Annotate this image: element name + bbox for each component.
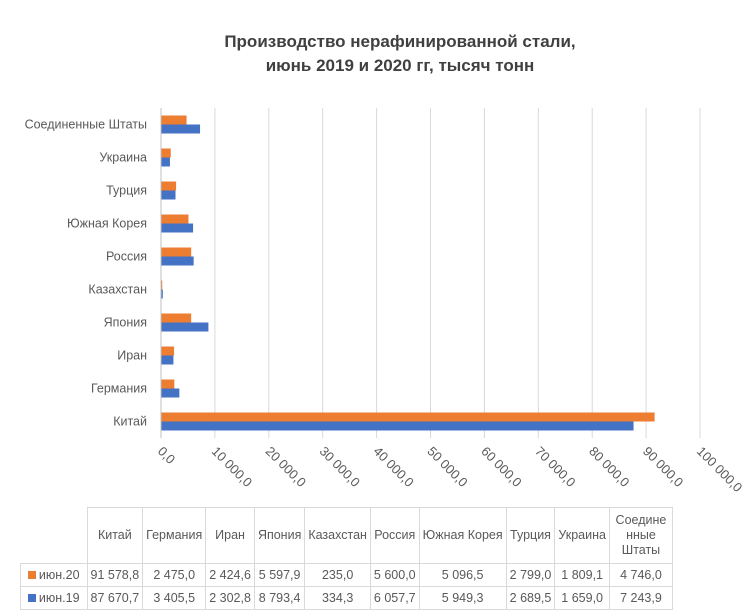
bar-jun20	[161, 148, 171, 158]
table-header-cell: Соедине нные Штаты	[608, 507, 673, 564]
legend-entry: июн.19	[20, 586, 88, 610]
series-name: июн.19	[38, 591, 80, 605]
bar-jun20	[161, 379, 175, 389]
bar-jun19	[161, 355, 174, 365]
bar-jun20	[161, 346, 175, 356]
table-value-cell: 5 096,5	[418, 563, 507, 587]
bar-jun19	[161, 124, 201, 134]
bar-jun19	[161, 388, 180, 398]
table-value-cell: 334,3	[304, 586, 371, 610]
x-tick-label: 20 000,0	[263, 444, 309, 490]
bar-jun19	[161, 223, 194, 233]
bar-jun20	[161, 313, 192, 323]
x-tick-label: 50 000,0	[424, 444, 470, 490]
table-value-cell: 2 689,5	[505, 586, 556, 610]
bar-jun19	[161, 256, 194, 266]
bar-jun19	[161, 157, 170, 167]
table-header-cell: Германия	[142, 507, 207, 564]
table-row: июн.20 91 578,8 2 475,0 2 424,6 5 597,9 235,0…	[20, 563, 673, 587]
x-tick-label: 80 000,0	[586, 444, 632, 490]
y-category-label: Украина	[99, 151, 147, 165]
bar-jun20	[161, 181, 177, 191]
bar-jun19	[161, 190, 176, 200]
table-value-cell: 4 746,0	[608, 563, 673, 587]
x-tick-label: 40 000,0	[370, 444, 416, 490]
y-category-label: Япония	[104, 316, 147, 330]
x-tick-label: 70 000,0	[532, 444, 578, 490]
x-tick-label: 30 000,0	[317, 444, 363, 490]
table-value-cell: 3 405,5	[142, 586, 207, 610]
table-header-cell: Турция	[505, 507, 556, 564]
table-value-cell: 2 799,0	[505, 563, 556, 587]
table-value-cell: 1 659,0	[554, 586, 610, 610]
title-line-1: Производство нерафинированной стали,	[224, 32, 576, 51]
title-line-2: июнь 2019 и 2020 гг, тысяч тонн	[265, 56, 535, 75]
y-category-label: Соединенные Штаты	[25, 118, 147, 132]
table-value-cell: 235,0	[304, 563, 371, 587]
x-tick-label: 90 000,0	[640, 444, 686, 490]
table-header-cell: Украина	[554, 507, 610, 564]
legend-swatch	[27, 594, 36, 602]
table-value-cell: 87 670,7	[86, 586, 144, 610]
x-tick-label: 0,0	[155, 444, 178, 467]
bar-jun19	[161, 421, 634, 431]
chart-title: Производство нерафинированной стали, июн…	[200, 30, 600, 78]
bar-jun20	[161, 214, 189, 224]
bar-jun20	[161, 247, 192, 257]
x-tick-label: 60 000,0	[478, 444, 524, 490]
series-name: июн.20	[38, 568, 80, 582]
plot-area: 0,0 10 000,0 20 000,0 30 000,0 40 000,0 50 00…	[25, 108, 746, 496]
table-header-cell: Китай	[86, 507, 144, 564]
y-category-label: Германия	[91, 382, 147, 396]
y-category-label: Казахстан	[88, 283, 147, 297]
legend-swatch	[27, 571, 36, 579]
table-value-cell: 1 809,1	[554, 563, 610, 587]
table-value-cell: 6 057,7	[369, 586, 420, 610]
x-tick-label: 100 000,0	[694, 444, 746, 496]
y-category-label: Россия	[106, 250, 147, 264]
table-value-cell: 5 949,3	[418, 586, 507, 610]
y-category-label: Китай	[113, 415, 147, 429]
table-value-cell: 91 578,8	[86, 563, 144, 587]
table-value-cell: 5 600,0	[369, 563, 420, 587]
table-header-cell: Япония	[253, 507, 306, 564]
table-value-cell: 2 424,6	[205, 563, 255, 587]
table-value-cell: 2 302,8	[205, 586, 255, 610]
table-header-cell: Россия	[369, 507, 420, 564]
y-category-label: Иран	[117, 349, 147, 363]
bar-jun20	[161, 115, 187, 125]
bar-jun20	[161, 412, 655, 422]
table-value-cell: 5 597,9	[253, 563, 306, 587]
bar-jun19	[161, 289, 163, 299]
y-category-label: Южная Корея	[67, 217, 147, 231]
bar-jun20	[161, 280, 163, 290]
y-category-label: Турция	[106, 184, 147, 198]
table-row: июн.19 87 670,7 3 405,5 2 302,8 8 793,4 334,3…	[20, 586, 673, 610]
table-value-cell: 8 793,4	[253, 586, 306, 610]
table-header-cell: Казахстан	[304, 507, 371, 564]
legend-entry: июн.20	[20, 563, 88, 587]
table-header-cell: Южная Корея	[418, 507, 507, 564]
table-corner	[20, 507, 88, 564]
table-value-cell: 2 475,0	[142, 563, 207, 587]
bar-jun19	[161, 322, 209, 332]
table-header-cell: Иран	[205, 507, 255, 564]
table-value-cell: 7 243,9	[608, 586, 673, 610]
data-table: Китай Германия Иран Япония Казахстан Россия Юж…	[20, 507, 673, 610]
x-tick-label: 10 000,0	[209, 444, 255, 490]
